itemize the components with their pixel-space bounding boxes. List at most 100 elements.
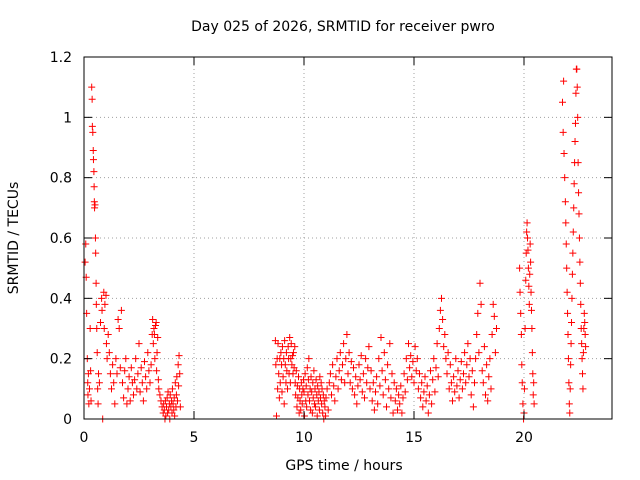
data-point bbox=[523, 228, 531, 236]
data-point bbox=[321, 403, 329, 411]
data-point bbox=[297, 406, 305, 414]
data-point bbox=[571, 137, 579, 145]
data-point bbox=[564, 309, 572, 317]
data-point bbox=[172, 391, 180, 399]
data-point bbox=[521, 325, 529, 332]
x-axis-label: GPS time / hours bbox=[285, 458, 402, 474]
data-point bbox=[132, 355, 140, 363]
data-point bbox=[295, 373, 302, 381]
data-point bbox=[136, 388, 144, 396]
data-point bbox=[323, 385, 331, 393]
data-point bbox=[301, 370, 309, 378]
data-point bbox=[336, 349, 344, 357]
data-point bbox=[286, 334, 294, 342]
data-point bbox=[419, 403, 427, 411]
data-point bbox=[293, 403, 301, 411]
data-point bbox=[397, 382, 405, 390]
data-point bbox=[409, 358, 417, 366]
data-point bbox=[273, 412, 280, 420]
data-point bbox=[173, 373, 181, 381]
data-point bbox=[361, 394, 368, 402]
data-point bbox=[440, 343, 448, 351]
data-point bbox=[416, 370, 423, 378]
data-point bbox=[326, 370, 334, 378]
data-point bbox=[84, 391, 92, 399]
data-point bbox=[413, 355, 421, 363]
data-point bbox=[291, 343, 299, 351]
y-tick-labels: 0 0.2 0.4 0.6 0.8 1 1.2 bbox=[50, 50, 72, 428]
data-point bbox=[358, 388, 366, 396]
data-point bbox=[520, 385, 528, 393]
data-point bbox=[402, 355, 410, 363]
data-point bbox=[123, 400, 131, 408]
data-point bbox=[121, 367, 129, 375]
data-point bbox=[574, 159, 582, 167]
data-point bbox=[468, 367, 476, 375]
data-point bbox=[472, 355, 480, 363]
data-point bbox=[156, 391, 164, 399]
data-point bbox=[441, 331, 449, 339]
data-point bbox=[456, 376, 464, 384]
data-point bbox=[153, 349, 161, 357]
data-point bbox=[428, 400, 436, 408]
data-point bbox=[451, 388, 459, 396]
data-point bbox=[113, 370, 121, 378]
data-point bbox=[411, 343, 419, 351]
data-point bbox=[87, 397, 95, 405]
data-point bbox=[389, 409, 397, 417]
data-point bbox=[455, 394, 463, 402]
data-point bbox=[572, 89, 580, 97]
data-point bbox=[434, 373, 442, 381]
data-point bbox=[304, 391, 312, 399]
x-tick-label: 5 bbox=[190, 430, 199, 446]
data-point bbox=[350, 364, 357, 372]
data-point bbox=[302, 382, 310, 390]
data-point bbox=[417, 394, 425, 402]
data-point bbox=[400, 370, 408, 378]
data-point bbox=[486, 355, 494, 363]
data-point bbox=[527, 288, 535, 296]
data-point bbox=[274, 340, 282, 348]
data-point bbox=[377, 334, 385, 342]
data-points bbox=[81, 65, 590, 423]
data-point bbox=[143, 385, 151, 393]
data-point bbox=[366, 385, 374, 393]
data-point bbox=[171, 379, 179, 387]
data-point bbox=[152, 321, 159, 329]
data-point bbox=[567, 340, 575, 348]
data-point bbox=[171, 412, 179, 420]
data-point bbox=[332, 373, 340, 381]
data-point bbox=[162, 412, 170, 420]
data-point bbox=[368, 397, 376, 405]
data-point bbox=[575, 210, 583, 218]
data-point bbox=[122, 355, 130, 363]
data-point bbox=[461, 349, 469, 357]
data-point bbox=[518, 361, 526, 369]
data-point bbox=[109, 361, 117, 369]
data-point bbox=[81, 258, 89, 266]
chart-title: Day 025 of 2026, SRMTID for receiver pwr… bbox=[191, 19, 495, 35]
x-tick-label: 20 bbox=[515, 430, 533, 446]
data-point bbox=[579, 349, 587, 357]
data-point bbox=[303, 403, 311, 411]
x-tick-label: 0 bbox=[80, 430, 89, 446]
data-point bbox=[524, 234, 532, 242]
data-point bbox=[449, 397, 456, 405]
data-point bbox=[117, 306, 125, 314]
data-point bbox=[576, 279, 584, 287]
data-point bbox=[175, 382, 183, 390]
data-point bbox=[119, 379, 126, 387]
data-point bbox=[279, 373, 287, 381]
data-point bbox=[568, 270, 576, 278]
data-point bbox=[376, 382, 384, 390]
data-point bbox=[115, 325, 123, 332]
data-point bbox=[88, 83, 96, 91]
data-point bbox=[102, 291, 110, 299]
data-point bbox=[328, 391, 335, 399]
data-point bbox=[274, 385, 282, 393]
data-point bbox=[522, 276, 530, 284]
data-point bbox=[457, 358, 465, 366]
data-point bbox=[125, 373, 133, 381]
data-point bbox=[579, 370, 587, 378]
